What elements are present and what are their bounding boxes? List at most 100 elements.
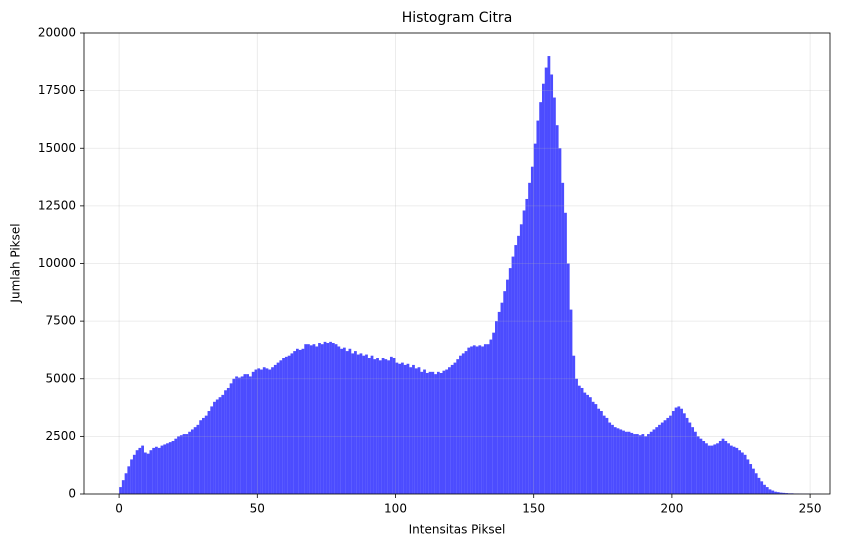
bar xyxy=(127,466,131,494)
bar xyxy=(685,417,689,494)
bar xyxy=(555,125,559,494)
bar xyxy=(155,446,158,494)
bar xyxy=(616,428,620,494)
bar xyxy=(417,367,421,494)
bar xyxy=(268,369,272,494)
bar xyxy=(569,309,573,494)
bar xyxy=(602,415,606,494)
chart-title: Histogram Citra xyxy=(402,10,513,26)
bar xyxy=(431,371,435,494)
bar xyxy=(677,406,681,494)
bar xyxy=(354,351,357,494)
bar xyxy=(160,445,164,494)
bar xyxy=(182,434,186,494)
bar xyxy=(320,344,324,494)
bar xyxy=(732,446,736,494)
bar xyxy=(771,490,775,494)
bar xyxy=(124,473,128,494)
bar xyxy=(257,368,261,494)
bar xyxy=(301,348,305,494)
bar xyxy=(439,372,443,494)
bar xyxy=(237,377,241,494)
bar xyxy=(600,411,603,494)
bar xyxy=(566,263,570,494)
bar xyxy=(331,343,335,494)
bar xyxy=(561,182,565,494)
bar xyxy=(370,355,374,494)
bar xyxy=(193,427,197,494)
bar xyxy=(503,291,507,494)
bar xyxy=(533,143,537,494)
bar xyxy=(674,407,678,494)
bar xyxy=(381,358,385,494)
bar xyxy=(204,415,208,494)
bar xyxy=(757,477,761,494)
bar xyxy=(461,353,465,494)
bar xyxy=(597,408,601,494)
bar xyxy=(470,346,473,494)
bar xyxy=(334,344,338,494)
bar xyxy=(517,235,520,494)
bar xyxy=(284,356,288,494)
bar xyxy=(682,413,686,494)
bar xyxy=(132,454,136,494)
bar xyxy=(121,480,125,494)
bar xyxy=(174,438,178,494)
bar xyxy=(135,450,139,494)
bar xyxy=(575,378,578,494)
bar xyxy=(630,432,634,494)
bar xyxy=(633,434,636,494)
bar xyxy=(271,367,274,494)
bar xyxy=(680,408,683,494)
bar xyxy=(138,447,142,494)
y-tick-label: 0 xyxy=(68,487,76,501)
bar xyxy=(309,345,313,494)
bar xyxy=(218,397,222,494)
bar xyxy=(669,415,672,494)
bar xyxy=(224,390,227,494)
bar xyxy=(428,371,432,494)
bar xyxy=(586,394,589,494)
bar xyxy=(619,429,623,494)
bar xyxy=(378,360,382,494)
bar xyxy=(572,355,576,494)
bar xyxy=(207,411,211,494)
bar xyxy=(481,346,484,494)
bar xyxy=(168,442,172,494)
plot-frame xyxy=(83,32,831,495)
bar xyxy=(177,436,180,494)
bar xyxy=(486,344,490,494)
bar xyxy=(171,440,175,494)
bar xyxy=(785,493,788,494)
bar xyxy=(185,434,189,494)
bar xyxy=(235,376,238,494)
bar xyxy=(273,364,277,494)
y-tick-label: 7500 xyxy=(45,314,76,328)
bar xyxy=(475,346,479,494)
bar xyxy=(779,492,783,494)
bar xyxy=(179,435,183,494)
bar xyxy=(221,394,225,494)
bar xyxy=(425,372,429,494)
x-axis-label: Intensitas Piksel xyxy=(409,523,506,537)
bar xyxy=(522,210,526,495)
bar xyxy=(754,473,758,494)
bar xyxy=(588,397,592,494)
bar xyxy=(254,369,258,494)
bar xyxy=(356,354,360,494)
bar xyxy=(157,447,161,494)
bar xyxy=(373,359,377,494)
bar xyxy=(508,268,512,494)
bar xyxy=(541,83,545,495)
bar xyxy=(188,431,191,494)
bar xyxy=(519,224,523,494)
bar xyxy=(260,369,263,494)
x-tick-label: 0 xyxy=(115,502,123,516)
bar xyxy=(403,364,407,494)
bar xyxy=(478,345,482,494)
bar xyxy=(246,374,250,494)
bar xyxy=(655,427,659,494)
bar xyxy=(696,436,700,494)
bar xyxy=(389,356,393,494)
